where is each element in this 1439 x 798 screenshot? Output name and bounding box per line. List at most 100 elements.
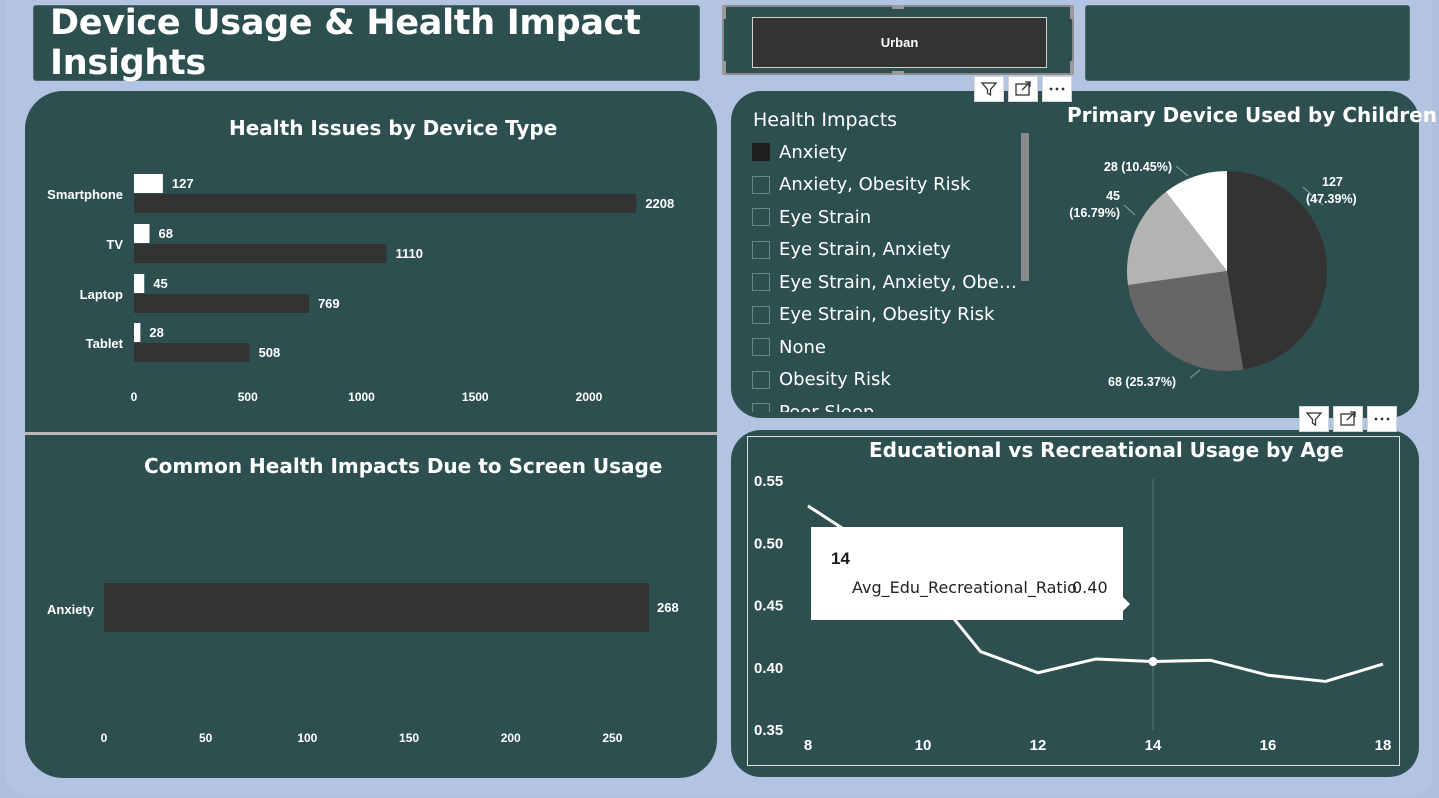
data-label: 1110 xyxy=(396,246,424,261)
data-label: 508 xyxy=(259,345,281,360)
line-title: Educational vs Recreational Usage by Age xyxy=(869,438,1344,462)
visual-header-toolbar xyxy=(1299,406,1397,432)
x-tick-label: 12 xyxy=(1030,737,1047,754)
leader-line xyxy=(1175,165,1189,177)
slicer-item-label: Anxiety xyxy=(779,141,848,163)
slicer-item[interactable]: Eye Strain, Anxiety, Obesity ... xyxy=(752,266,1027,299)
visual-header-toolbar xyxy=(974,76,1072,102)
filter-icon[interactable] xyxy=(1299,406,1329,432)
leader-line xyxy=(1302,186,1324,206)
slicer-item[interactable]: Eye Strain xyxy=(752,201,1027,234)
resize-handle[interactable] xyxy=(892,71,904,75)
resize-handle[interactable] xyxy=(722,5,726,19)
resize-handle[interactable] xyxy=(1070,61,1074,75)
health-impacts-slicer: Anxiety Anxiety, Obesity Risk Eye Strain Ey… xyxy=(752,136,1027,412)
slicer-item[interactable]: Obesity Risk xyxy=(752,364,1027,397)
slicer-item-label: Eye Strain, Anxiety xyxy=(779,239,951,261)
x-tick-label: 1000 xyxy=(348,390,375,404)
pie-title: Primary Device Used by Children xyxy=(1067,103,1437,127)
bar-light xyxy=(134,274,145,293)
data-label: 769 xyxy=(318,296,340,311)
checkbox[interactable] xyxy=(752,403,770,412)
focus-mode-icon[interactable] xyxy=(1333,406,1363,432)
bar-dark xyxy=(134,343,250,362)
y-tick-label: 0.45 xyxy=(754,598,783,615)
slicer-item[interactable]: None xyxy=(752,331,1027,364)
x-tick-label: 18 xyxy=(1375,737,1392,754)
data-label: 2208 xyxy=(645,196,674,211)
data-label: 68 xyxy=(158,226,172,241)
x-tick-label: 16 xyxy=(1260,737,1277,754)
tooltip-key: Avg_Edu_Recreational_Ratio xyxy=(852,578,1077,597)
tooltip-arrow xyxy=(1123,597,1130,611)
slicer-item-label: Poor Sleep xyxy=(779,402,1024,412)
checkbox[interactable] xyxy=(752,143,770,162)
checkbox[interactable] xyxy=(752,338,770,357)
pie-data-label: 68 (25.37%) xyxy=(1108,375,1176,389)
pie-slice xyxy=(1127,271,1244,371)
line-tooltip: 14 Avg_Edu_Recreational_Ratio 0.40 xyxy=(811,527,1130,620)
x-tick-label: 150 xyxy=(399,731,419,745)
x-tick-label: 500 xyxy=(238,390,258,404)
x-tick-label: 1500 xyxy=(462,390,489,404)
category-label: Smartphone xyxy=(47,187,123,202)
slicer-item[interactable]: Anxiety xyxy=(752,136,1027,169)
x-tick-label: 0 xyxy=(131,390,138,404)
divider xyxy=(25,432,717,435)
bar-light xyxy=(134,224,150,243)
pie-data-label: 127 xyxy=(1322,175,1343,189)
bar xyxy=(104,583,649,632)
checkbox[interactable] xyxy=(752,175,770,194)
resize-handle[interactable] xyxy=(892,5,904,9)
resize-handle[interactable] xyxy=(1070,5,1074,19)
more-options-icon[interactable] xyxy=(1367,406,1397,432)
data-label: 127 xyxy=(172,176,194,191)
pie-data-label: (47.39%) xyxy=(1306,192,1357,206)
tooltip-value: 0.40 xyxy=(1072,578,1108,597)
resize-handle[interactable] xyxy=(722,61,726,75)
slicer-item[interactable]: Eye Strain, Anxiety xyxy=(752,234,1027,267)
x-tick-label: 250 xyxy=(602,731,622,745)
slicer-item[interactable]: Anxiety, Obesity Risk xyxy=(752,169,1027,202)
slicer-option-urban[interactable]: Urban xyxy=(752,17,1047,68)
legend-title: Health Impacts xyxy=(753,109,898,131)
checkbox[interactable] xyxy=(752,208,770,227)
tooltip-header: 14 xyxy=(831,549,850,568)
checkbox[interactable] xyxy=(752,370,770,389)
pie-slice xyxy=(1165,171,1227,271)
slicer-item[interactable]: Eye Strain, Obesity Risk xyxy=(752,299,1027,332)
checkbox[interactable] xyxy=(752,273,770,292)
pie-data-label: 28 (10.45%) xyxy=(1104,160,1172,174)
focus-mode-icon[interactable] xyxy=(1008,76,1038,102)
leader-line xyxy=(1189,369,1201,379)
x-tick-label: 200 xyxy=(501,731,521,745)
location-slicer[interactable]: Urban xyxy=(722,5,1074,75)
blank-card xyxy=(1085,5,1410,81)
slicer-item-label: Anxiety, Obesity Risk xyxy=(779,174,971,196)
checkbox[interactable] xyxy=(752,240,770,259)
category-label: Tablet xyxy=(86,336,124,351)
slicer-item[interactable]: Poor Sleep xyxy=(752,396,1027,412)
data-label: 268 xyxy=(657,600,679,615)
checkbox[interactable] xyxy=(752,305,770,324)
device-bar-card xyxy=(25,91,717,436)
bar-dark xyxy=(134,244,387,263)
y-tick-label: 0.40 xyxy=(754,660,783,677)
impact-bar-title: Common Health Impacts Due to Screen Usag… xyxy=(144,454,663,478)
pie-data-label: (16.79%) xyxy=(1069,206,1120,220)
data-label: 45 xyxy=(153,276,167,291)
bar-light xyxy=(134,323,141,342)
x-tick-label: 2000 xyxy=(576,390,603,404)
more-options-icon[interactable] xyxy=(1042,76,1072,102)
x-tick-label: 14 xyxy=(1145,737,1162,754)
slicer-item-label: Eye Strain, Obesity Risk xyxy=(779,304,995,326)
slicer-item-label: None xyxy=(779,336,826,358)
filter-icon[interactable] xyxy=(974,76,1004,102)
category-label: Anxiety xyxy=(47,602,95,617)
scrollbar[interactable] xyxy=(1021,133,1029,281)
highlight-point xyxy=(1148,657,1158,667)
leader-line xyxy=(1123,204,1136,216)
slicer-item-label: Eye Strain, Anxiety, Obesity ... xyxy=(779,271,1024,293)
x-tick-label: 100 xyxy=(297,731,317,745)
y-tick-label: 0.35 xyxy=(754,722,783,739)
